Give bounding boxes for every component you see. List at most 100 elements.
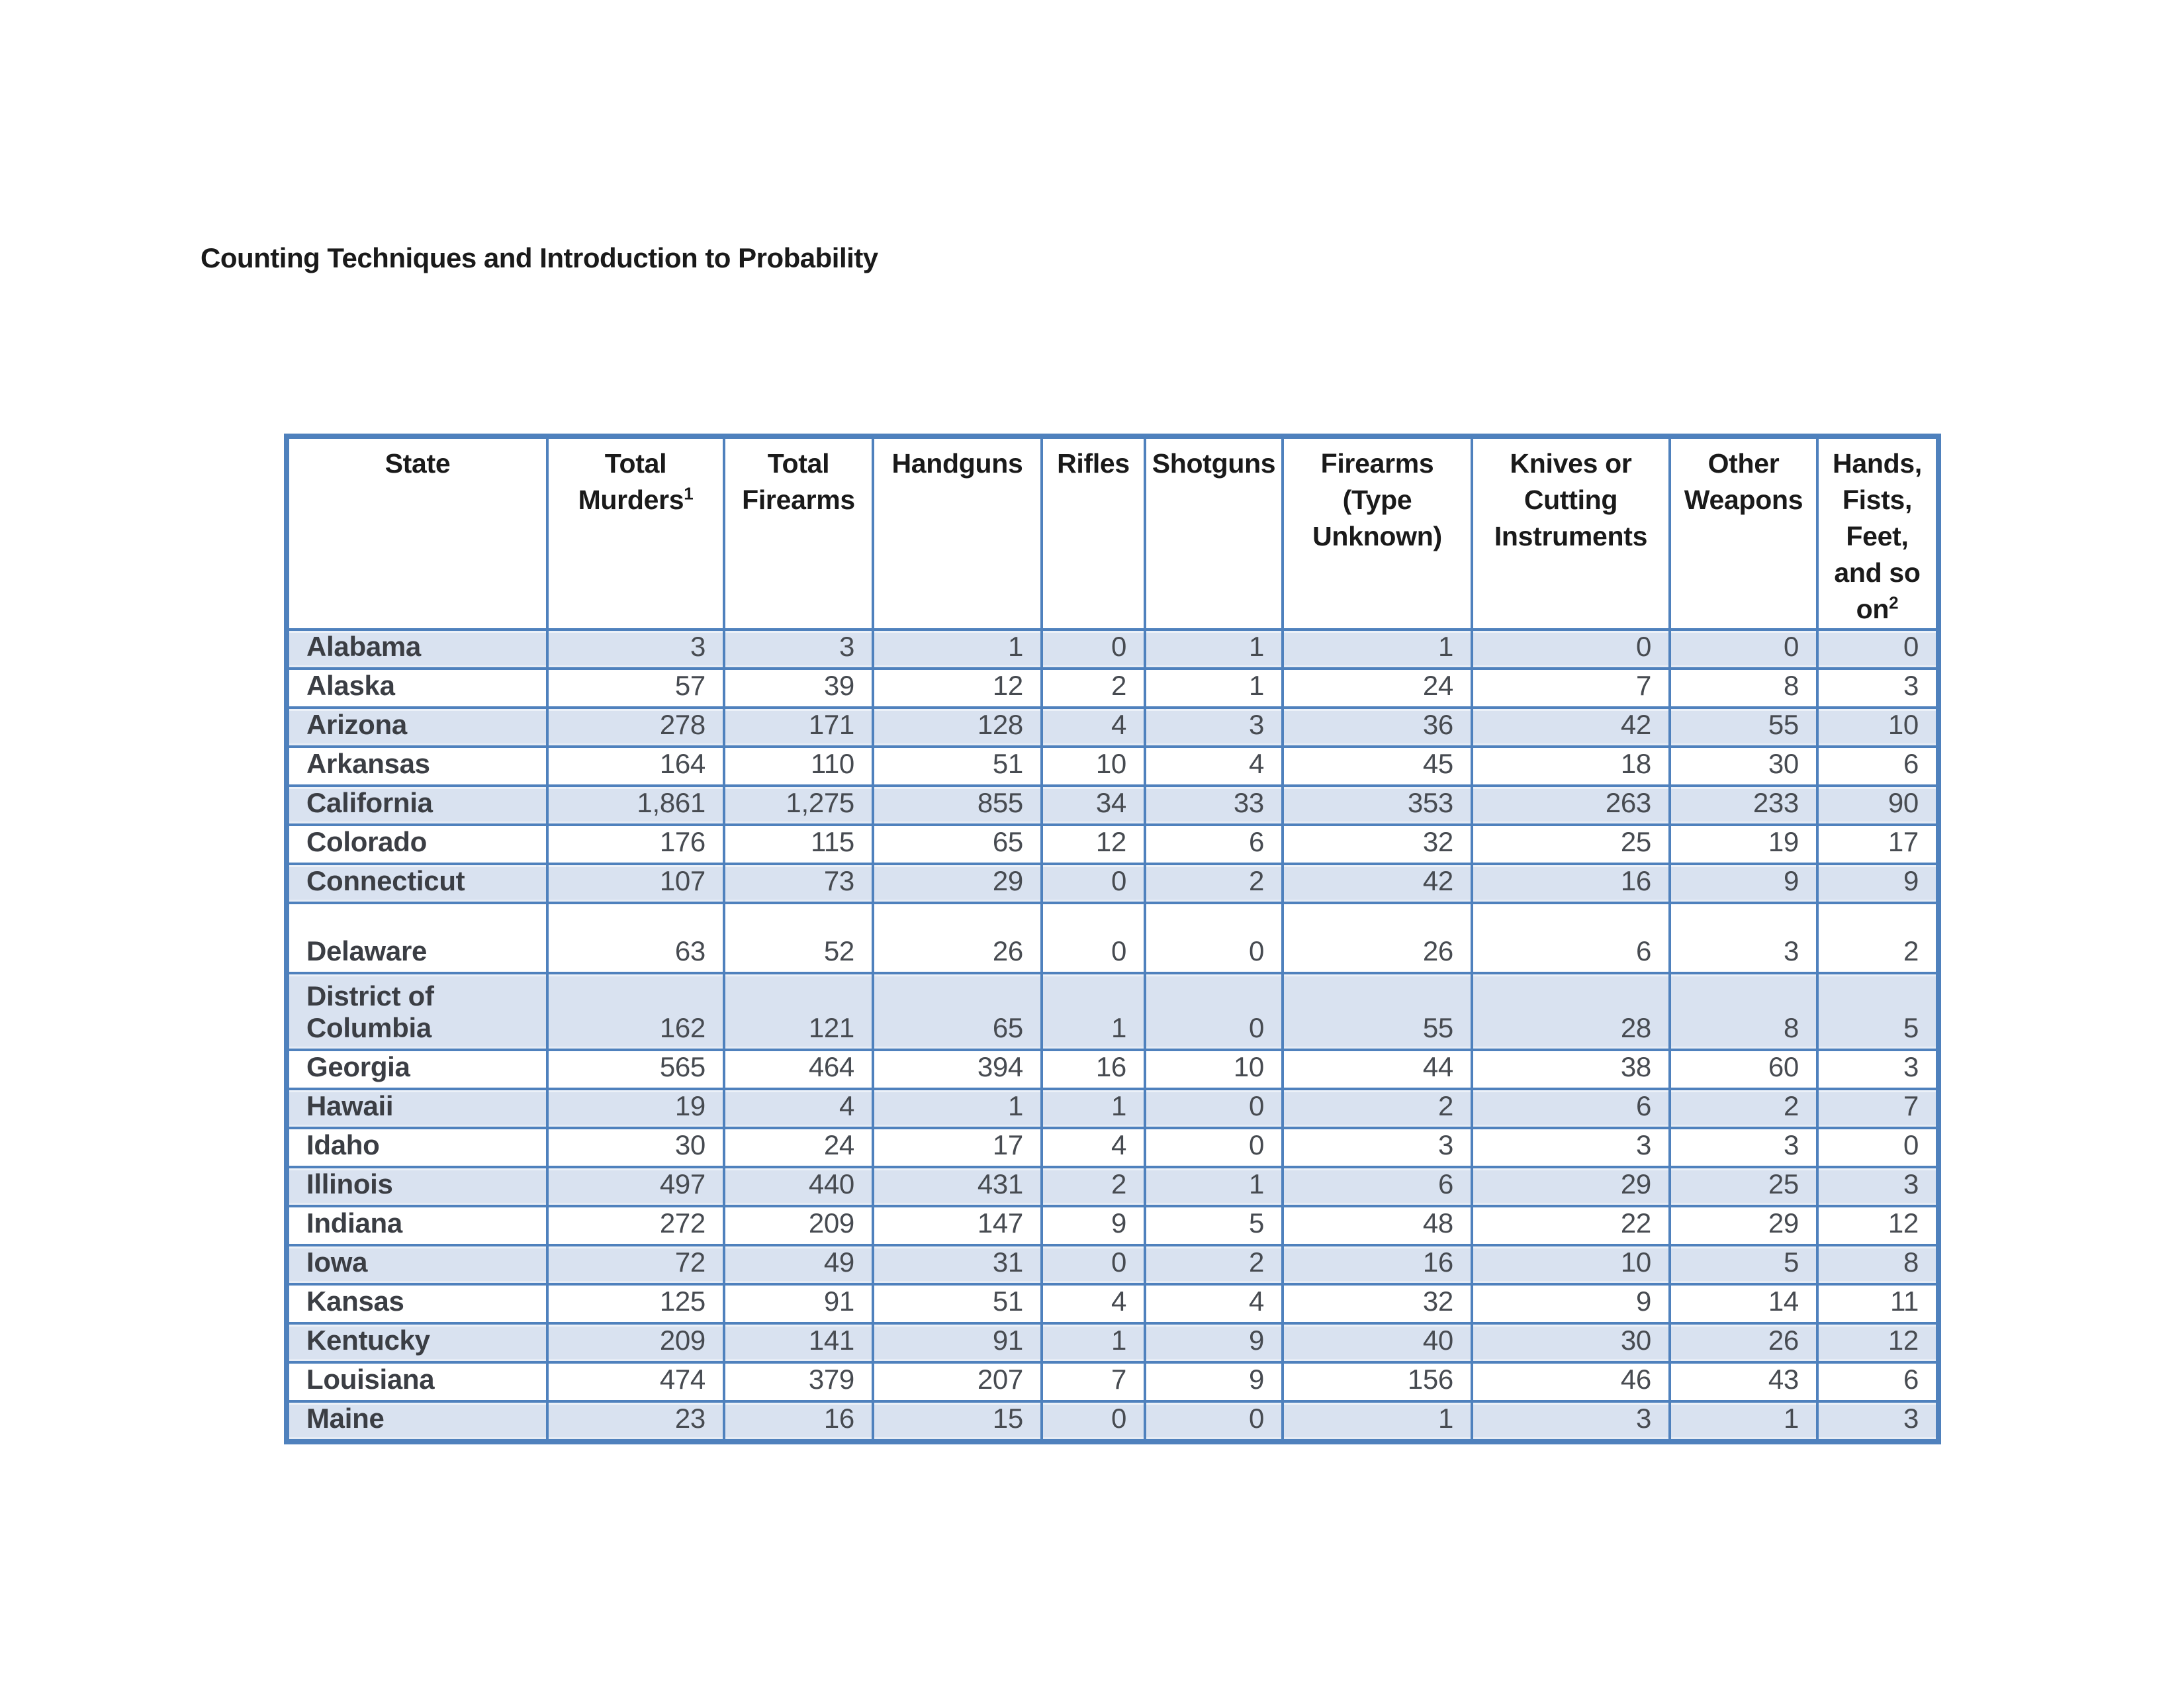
value-cell: 5 xyxy=(1816,972,1940,1051)
value-cell: 29 xyxy=(872,863,1043,904)
value-cell: 10 xyxy=(1040,745,1146,787)
table-row-district-of-columbia: District of Columbia 162 121 65 1 0 55 28 8 5 xyxy=(285,972,1940,1051)
value-cell: 16 xyxy=(723,1400,874,1443)
table-row-connecticut: Connecticut 107 73 29 0 2 42 16 9 9 xyxy=(285,863,1940,904)
state-cell: Colorado xyxy=(285,823,549,865)
column-header-rifles: Rifles xyxy=(1040,435,1146,631)
value-cell: 4 xyxy=(1144,1283,1284,1325)
value-cell: 9 xyxy=(1144,1322,1284,1364)
value-cell: 855 xyxy=(872,784,1043,826)
value-cell: 10 xyxy=(1471,1244,1671,1286)
value-cell: 4 xyxy=(1144,745,1284,787)
value-cell: 2 xyxy=(1144,863,1284,904)
value-cell: 107 xyxy=(546,863,725,904)
value-cell: 39 xyxy=(723,667,874,709)
header-row: State Total Murders1 Total Firearms Handgun… xyxy=(285,435,1940,631)
value-cell: 156 xyxy=(1281,1361,1473,1403)
value-cell: 60 xyxy=(1668,1049,1819,1090)
state-cell: Arkansas xyxy=(285,745,549,787)
value-cell: 30 xyxy=(546,1127,725,1168)
value-cell: 6 xyxy=(1471,1088,1671,1129)
value-cell: 209 xyxy=(723,1205,874,1246)
state-cell: Iowa xyxy=(285,1244,549,1286)
value-cell: 1 xyxy=(872,628,1043,670)
value-cell: 18 xyxy=(1471,745,1671,787)
value-cell: 162 xyxy=(546,972,725,1051)
value-cell: 26 xyxy=(1281,902,1473,974)
state-cell: Delaware xyxy=(285,902,549,974)
value-cell: 4 xyxy=(723,1088,874,1129)
value-cell: 25 xyxy=(1471,823,1671,865)
state-cell: Connecticut xyxy=(285,863,549,904)
value-cell: 6 xyxy=(1144,823,1284,865)
value-cell: 1 xyxy=(1144,1166,1284,1207)
value-cell: 4 xyxy=(1040,1283,1146,1325)
column-header-shotguns: Shotguns xyxy=(1144,435,1284,631)
value-cell: 0 xyxy=(1040,902,1146,974)
value-cell: 233 xyxy=(1668,784,1819,826)
value-cell: 55 xyxy=(1668,706,1819,748)
value-cell: 72 xyxy=(546,1244,725,1286)
value-cell: 3 xyxy=(1668,902,1819,974)
value-cell: 1 xyxy=(1281,1400,1473,1443)
value-cell: 497 xyxy=(546,1166,725,1207)
value-cell: 48 xyxy=(1281,1205,1473,1246)
value-cell: 464 xyxy=(723,1049,874,1090)
value-cell: 3 xyxy=(1816,667,1940,709)
column-header-state: State xyxy=(285,435,549,631)
value-cell: 28 xyxy=(1471,972,1671,1051)
value-cell: 176 xyxy=(546,823,725,865)
value-cell: 0 xyxy=(1668,628,1819,670)
value-cell: 0 xyxy=(1144,1400,1284,1443)
table-row-maine: Maine 23 16 15 0 0 1 3 1 3 xyxy=(285,1400,1940,1443)
value-cell: 9 xyxy=(1668,863,1819,904)
value-cell: 474 xyxy=(546,1361,725,1403)
value-cell: 25 xyxy=(1668,1166,1819,1207)
table-row-idaho: Idaho 30 24 17 4 0 3 3 3 0 xyxy=(285,1127,1940,1168)
value-cell: 0 xyxy=(1816,628,1940,670)
value-cell: 3 xyxy=(1471,1127,1671,1168)
value-cell: 3 xyxy=(1144,706,1284,748)
value-cell: 0 xyxy=(1040,1244,1146,1286)
value-cell: 2 xyxy=(1668,1088,1819,1129)
value-cell: 43 xyxy=(1668,1361,1819,1403)
value-cell: 44 xyxy=(1281,1049,1473,1090)
table-row-arkansas: Arkansas 164 110 51 10 4 45 18 30 6 xyxy=(285,745,1940,787)
state-cell: Idaho xyxy=(285,1127,549,1168)
value-cell: 0 xyxy=(1040,628,1146,670)
value-cell: 1,861 xyxy=(546,784,725,826)
value-cell: 1 xyxy=(872,1088,1043,1129)
value-cell: 49 xyxy=(723,1244,874,1286)
value-cell: 440 xyxy=(723,1166,874,1207)
state-cell: Arizona xyxy=(285,706,549,748)
state-cell: California xyxy=(285,784,549,826)
value-cell: 394 xyxy=(872,1049,1043,1090)
value-cell: 3 xyxy=(723,628,874,670)
value-cell: 2 xyxy=(1816,902,1940,974)
value-cell: 115 xyxy=(723,823,874,865)
value-cell: 0 xyxy=(1040,1400,1146,1443)
column-header-total-murders: Total Murders1 xyxy=(546,435,725,631)
table-row-indiana: Indiana 272 209 147 9 5 48 22 29 12 xyxy=(285,1205,1940,1246)
value-cell: 23 xyxy=(546,1400,725,1443)
value-cell: 32 xyxy=(1281,1283,1473,1325)
value-cell: 2 xyxy=(1281,1088,1473,1129)
value-cell: 16 xyxy=(1040,1049,1146,1090)
value-cell: 7 xyxy=(1471,667,1671,709)
table-row-illinois: Illinois 497 440 431 2 1 6 29 25 3 xyxy=(285,1166,1940,1207)
value-cell: 9 xyxy=(1040,1205,1146,1246)
value-cell: 0 xyxy=(1040,863,1146,904)
value-cell: 30 xyxy=(1471,1322,1671,1364)
value-cell: 12 xyxy=(1816,1205,1940,1246)
value-cell: 1,275 xyxy=(723,784,874,826)
value-cell: 3 xyxy=(546,628,725,670)
value-cell: 55 xyxy=(1281,972,1473,1051)
value-cell: 1 xyxy=(1040,972,1146,1051)
value-cell: 46 xyxy=(1471,1361,1671,1403)
value-cell: 7 xyxy=(1040,1361,1146,1403)
value-cell: 0 xyxy=(1816,1127,1940,1168)
value-cell: 110 xyxy=(723,745,874,787)
value-cell: 16 xyxy=(1471,863,1671,904)
value-cell: 30 xyxy=(1668,745,1819,787)
